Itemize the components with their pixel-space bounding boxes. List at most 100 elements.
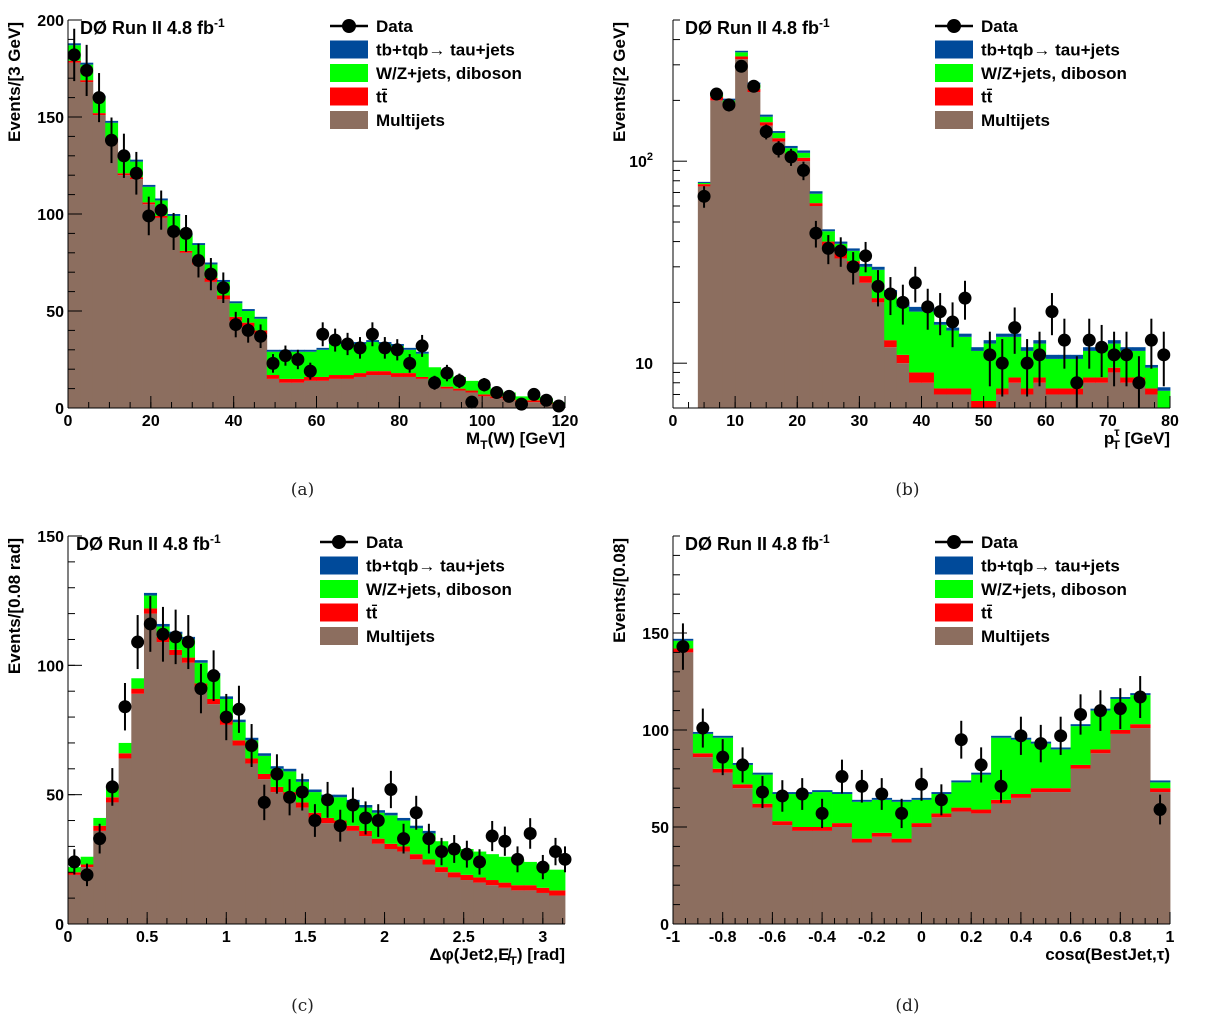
data-point (365, 327, 379, 341)
multijets-bar (219, 724, 234, 924)
data-point (871, 279, 885, 293)
data-point (167, 224, 181, 238)
data-point (67, 48, 81, 62)
wz-bar (366, 342, 380, 372)
x-tick-label: 0.4 (1010, 929, 1032, 946)
multijets-bar (772, 825, 793, 924)
ttbar-bar (909, 372, 922, 383)
ttbar-bar (1090, 749, 1111, 754)
data-point (511, 852, 525, 866)
tb-bar (951, 780, 972, 783)
legend-swatch (935, 111, 973, 129)
multijets-bar (490, 398, 504, 408)
tb-bar (822, 229, 835, 232)
data-point (169, 630, 183, 644)
x-tick-label: 40 (913, 413, 931, 430)
multijets-bar (131, 693, 145, 924)
x-tick-label: 100 (469, 413, 496, 430)
data-point (1144, 333, 1158, 347)
x-tick-label: 20 (142, 413, 160, 430)
data-point (67, 855, 81, 869)
data-point (460, 847, 474, 861)
legend-swatch (330, 40, 368, 59)
multijets-bar (304, 380, 317, 408)
y-tick-label: 50 (46, 788, 64, 805)
ttbar-bar (523, 885, 537, 891)
multijets-bar (921, 382, 935, 408)
multijets-bar (747, 92, 761, 409)
multijets-bar (712, 772, 734, 924)
wz-bar (1010, 739, 1032, 795)
data-point (896, 295, 910, 309)
multijets-bar (1008, 382, 1022, 408)
legend-swatch (935, 87, 973, 106)
legend-swatch (935, 580, 973, 598)
experiment-label-sup: -1 (819, 16, 830, 30)
tb-bar (333, 794, 347, 798)
data-point (502, 389, 516, 403)
ttbar-bar (435, 867, 449, 873)
data-point (204, 267, 218, 281)
multijets-bar (931, 817, 952, 924)
data-point (883, 287, 897, 301)
y-axis-label: Events/[0.08] (610, 538, 629, 643)
multijets-bar (478, 396, 491, 408)
ttbar-bar (328, 375, 342, 379)
data-point (117, 149, 131, 163)
data-point (722, 98, 736, 112)
data-point (278, 349, 292, 363)
multijets-bar (732, 788, 753, 924)
ttbar-bar (971, 809, 992, 814)
ttbar-bar (1083, 377, 1096, 383)
data-point (796, 163, 810, 177)
multijets-bar (378, 375, 392, 408)
ttbar-bar (207, 698, 221, 705)
ttbar-bar (1095, 377, 1109, 383)
data-point (536, 860, 550, 874)
ttbar-bar (453, 388, 466, 391)
x-tick-label: 60 (308, 413, 326, 430)
legend-data-marker (342, 19, 356, 33)
multijets-bar (834, 258, 848, 408)
ttbar-bar (1130, 724, 1151, 729)
legend-label: W/Z+jets, diboson (981, 64, 1127, 83)
tb-bar (304, 349, 317, 352)
multijets-bar (951, 811, 972, 924)
ttbar-bar (131, 688, 145, 694)
multijets-bar (832, 827, 853, 924)
data-point (974, 758, 988, 772)
y-tick-label: 0 (55, 917, 64, 934)
multijets-bar (1033, 382, 1047, 408)
legend-label: tb+tqb→ tau+jets (981, 41, 1120, 60)
ttbar-bar (391, 373, 404, 377)
y-tick-label: 150 (37, 529, 64, 546)
multijets-bar (1070, 768, 1091, 924)
wz-bar (1050, 749, 1071, 789)
data-point (908, 276, 922, 290)
data-point (179, 226, 193, 240)
wz-bar (971, 350, 985, 401)
multijets-bar (784, 156, 798, 408)
x-axis-label-sub: T (1113, 438, 1121, 452)
data-point (954, 733, 968, 747)
multijets-bar (117, 175, 131, 408)
wz-bar (498, 856, 512, 883)
ttbar-bar (341, 375, 355, 379)
ttbar-bar (692, 753, 714, 758)
wz-bar (316, 349, 330, 377)
data-point (834, 244, 848, 258)
legend-label: W/Z+jets, diboson (376, 64, 522, 83)
wz-bar (131, 678, 145, 689)
multijets-bar (270, 792, 284, 924)
tb-bar (384, 812, 398, 816)
ttbar-bar (403, 373, 417, 377)
x-tick-label: -0.4 (808, 929, 836, 946)
ttbar-bar (346, 825, 360, 831)
ttbar-bar (179, 250, 193, 253)
y-axis-label: Events/[0.08 rad] (5, 538, 24, 674)
experiment-label: DØ Run II 4.8 fb-1 (685, 16, 830, 38)
data-point (815, 806, 829, 820)
multijets-bar (752, 807, 773, 924)
x-tick-label: 1 (222, 929, 231, 946)
x-tick-label: 80 (390, 413, 408, 430)
